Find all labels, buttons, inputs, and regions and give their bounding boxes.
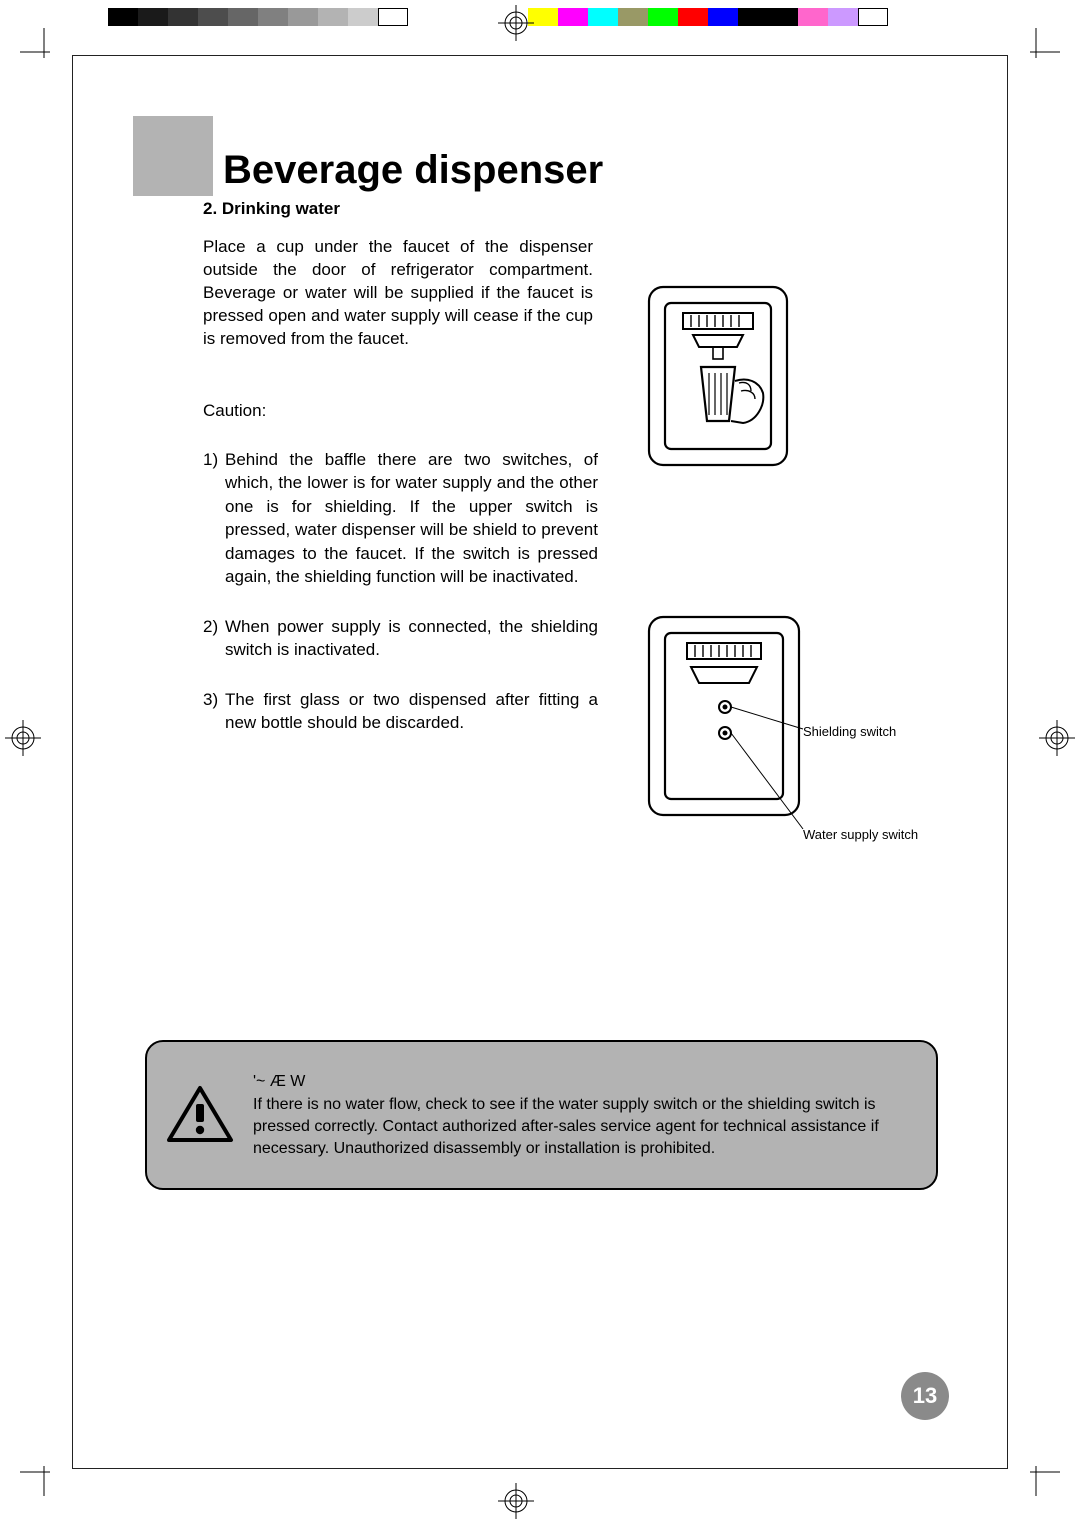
list-item: 1) Behind the baffle there are two switc… [203, 448, 598, 589]
registration-mark-top-icon [498, 5, 534, 41]
dispenser-cup-illustration [643, 281, 793, 471]
crop-mark-tl-icon [20, 28, 68, 76]
warning-triangle-icon [165, 1084, 235, 1146]
item-text: The first glass or two dispensed after f… [225, 688, 598, 735]
header-accent-block [133, 116, 213, 196]
item-number: 3) [203, 688, 225, 735]
caution-label: Caution: [203, 401, 266, 421]
item-text: When power supply is connected, the shie… [225, 615, 598, 662]
page-number: 13 [913, 1383, 937, 1409]
caution-list: 1) Behind the baffle there are two switc… [203, 448, 598, 761]
page-title: Beverage dispenser [223, 148, 603, 193]
item-number: 2) [203, 615, 225, 662]
item-text: Behind the baffle there are two switches… [225, 448, 598, 589]
warning-callout: '~ Æ W If there is no water flow, check … [145, 1040, 938, 1190]
page-frame: Beverage dispenser 2. Drinking water Pla… [72, 55, 1008, 1469]
intro-paragraph: Place a cup under the faucet of the disp… [203, 236, 593, 351]
page-number-badge: 13 [901, 1372, 949, 1420]
crop-mark-br-icon [1012, 1448, 1060, 1496]
warning-heading: '~ Æ W [253, 1071, 914, 1093]
warning-text: '~ Æ W If there is no water flow, check … [253, 1071, 914, 1159]
item-number: 1) [203, 448, 225, 589]
warning-body: If there is no water flow, check to see … [253, 1094, 914, 1159]
list-item: 2) When power supply is connected, the s… [203, 615, 598, 662]
registration-mark-left-icon [5, 720, 41, 756]
registration-mark-right-icon [1039, 720, 1075, 756]
list-item: 3) The first glass or two dispensed afte… [203, 688, 598, 735]
section-subtitle: 2. Drinking water [203, 199, 340, 219]
dispenser-switches-illustration [643, 611, 943, 841]
fig-label-water: Water supply switch [803, 827, 918, 842]
registration-mark-bottom-icon [498, 1483, 534, 1519]
fig-label-shielding: Shielding switch [803, 724, 896, 739]
crop-mark-bl-icon [20, 1448, 68, 1496]
crop-mark-tr-icon [1012, 28, 1060, 76]
